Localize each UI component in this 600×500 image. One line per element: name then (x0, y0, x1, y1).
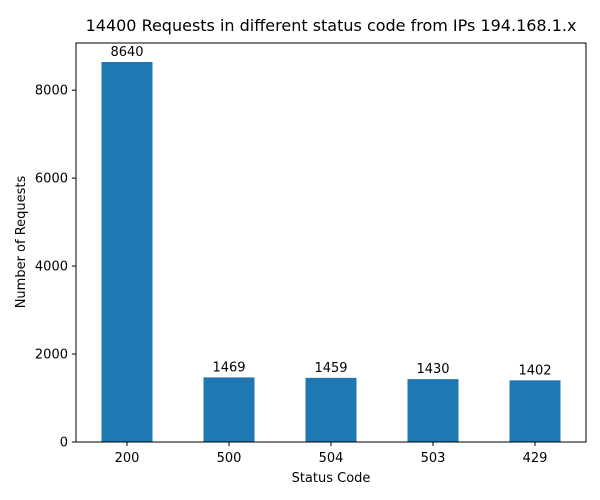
y-tick-label-2000: 2000 (35, 348, 68, 363)
y-tick-label-0: 0 (60, 436, 68, 451)
y-tick-label-6000: 6000 (35, 172, 68, 187)
data-label-504: 1459 (314, 361, 347, 376)
chart-title: 14400 Requests in different status code … (86, 16, 577, 35)
bar-200 (101, 62, 153, 442)
data-label-200: 8640 (110, 45, 143, 60)
y-axis-label: Number of Requests (14, 175, 29, 308)
plot-frame (75, 42, 587, 443)
bar-504 (305, 377, 357, 442)
data-label-503: 1430 (416, 362, 449, 377)
x-tick-label-503: 503 (421, 451, 446, 466)
bar-503 (407, 379, 459, 442)
plot-area: 8640 200 1469 500 1459 504 1430 503 1402 429 0 2000… (35, 42, 587, 466)
x-tick-label-429: 429 (523, 451, 548, 466)
data-label-429: 1402 (518, 363, 551, 378)
x-tick-label-200: 200 (115, 451, 140, 466)
x-axis-label: Status Code (292, 471, 371, 486)
x-tick-label-504: 504 (319, 451, 344, 466)
x-tick-label-500: 500 (217, 451, 242, 466)
y-tick-label-4000: 4000 (35, 260, 68, 275)
data-label-500: 1469 (212, 360, 245, 375)
y-tick-label-8000: 8000 (35, 84, 68, 99)
bar-500 (203, 377, 255, 442)
bar-429 (509, 380, 561, 442)
